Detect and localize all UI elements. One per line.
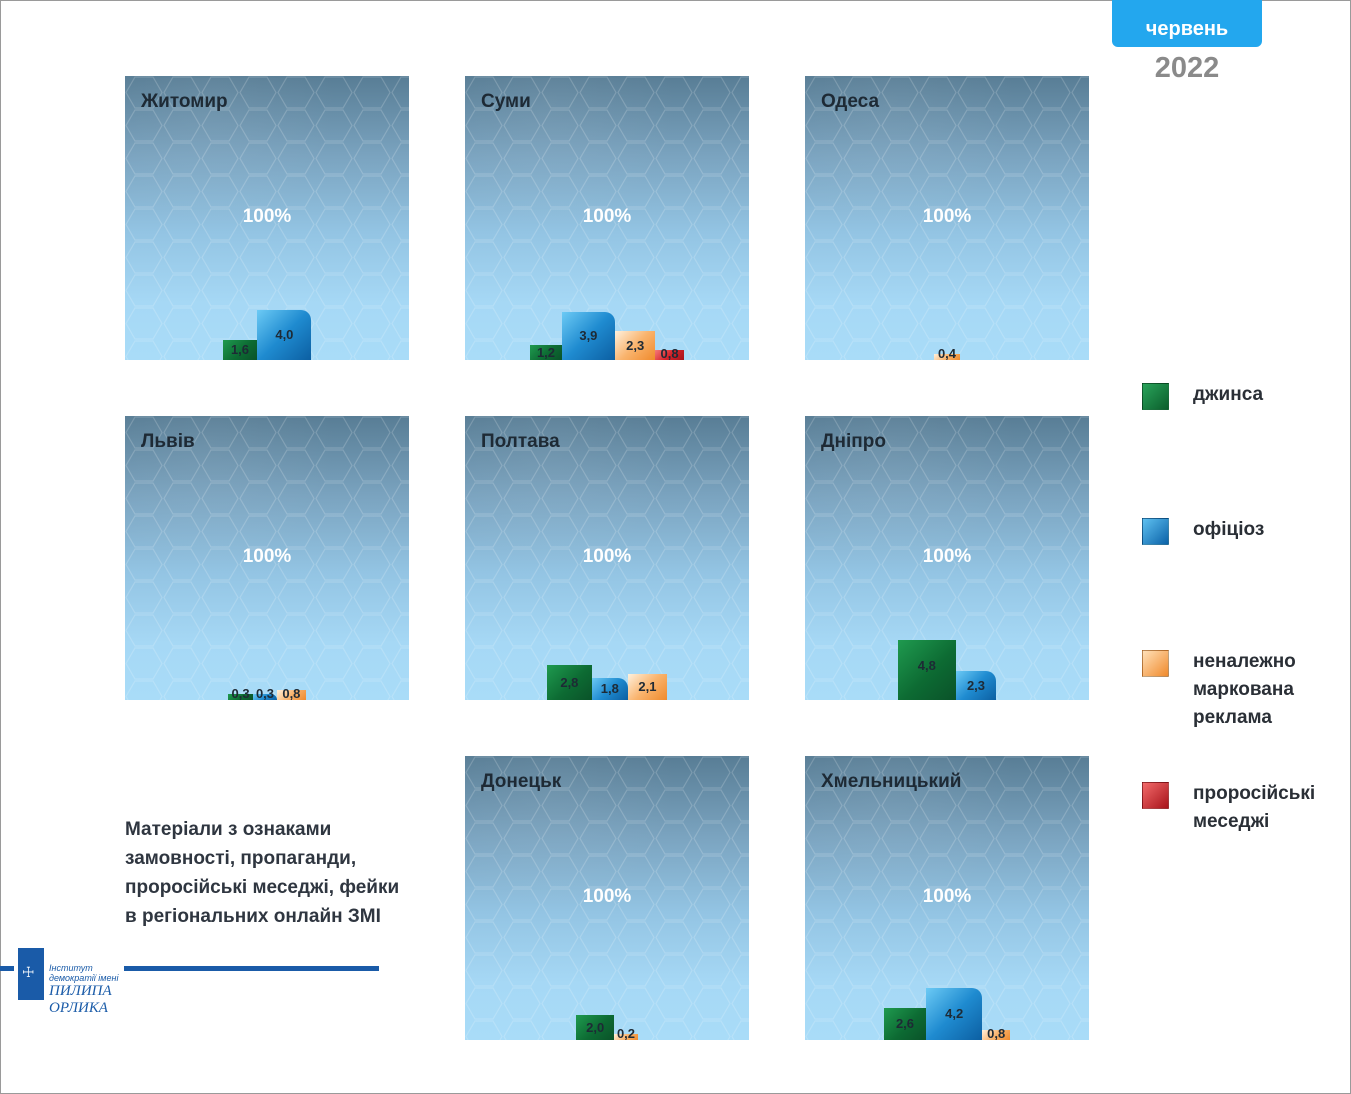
bar (252, 694, 278, 700)
bar-value-label: 1,2 (536, 344, 556, 360)
bar-value-label: 2,8 (560, 674, 579, 690)
bar-value-label: 0,2 (616, 1026, 636, 1040)
bar (982, 1030, 1011, 1040)
bar-value-label: 2,0 (586, 1019, 605, 1035)
bar (614, 1034, 638, 1040)
bar (591, 677, 628, 700)
panel-total-label: 100% (922, 886, 972, 907)
panel-city-title: Хмельницький (821, 771, 962, 792)
bar (257, 310, 312, 360)
bar-value-label: 4,2 (945, 1005, 964, 1021)
legend-swatch (1142, 518, 1169, 545)
chart-panel: Дніпро 100% 4,8 2,3 (805, 416, 1089, 700)
hex-pattern (465, 416, 749, 700)
bar-value-label: 0,4 (937, 346, 957, 360)
chart-panel: Донецьк 100% 2,0 0,2 (465, 756, 749, 1040)
chart-panel: Житомир 100% 1,6 4,0 (125, 76, 409, 360)
logo-text-line1: Інститут демократії імені (49, 963, 119, 983)
bar (628, 673, 667, 700)
logo-mark-icon: ☩ (18, 948, 44, 1000)
chart-panel: Хмельницький 100% 2,6 4,2 0,8 (805, 756, 1089, 1040)
caption-text: Матеріали з ознаками замовності, пропага… (125, 819, 400, 927)
panel-total-label: 100% (242, 546, 292, 567)
bar (547, 665, 592, 700)
bar-value-label: 2,3 (966, 677, 986, 693)
bar-value-label: 3,9 (579, 327, 598, 343)
institute-logo: ☩ Інститут демократії імені ПИЛИПА ОРЛИК… (14, 946, 124, 1016)
panel-total-label: 100% (922, 546, 972, 567)
bar-value-label: 0,8 (987, 1026, 1006, 1040)
bar (615, 331, 656, 360)
bar (222, 340, 258, 360)
bar (530, 345, 562, 360)
chart-panel: Львів 100% 0,3 0,3 0,8 (125, 416, 409, 700)
hex-pattern (805, 76, 1089, 360)
panel-total-label: 100% (582, 546, 632, 567)
hex-pattern (125, 416, 409, 700)
bar (576, 1015, 615, 1040)
panel-total-label: 100% (582, 206, 632, 227)
panel-city-title: Одеса (821, 91, 880, 112)
bar (883, 1007, 927, 1040)
panel-city-title: Львів (141, 431, 195, 452)
logo-text-line2: ПИЛИПА ОРЛИКА (49, 983, 112, 1016)
legend-label: проросійські меседжі (1193, 783, 1316, 832)
bar-value-label: 2,1 (638, 678, 657, 694)
bar (228, 694, 253, 700)
bar (277, 690, 306, 700)
bar-value-label: 4,8 (917, 658, 936, 674)
caption-underline (0, 966, 379, 971)
bar (655, 350, 684, 360)
panel-city-title: Житомир (141, 91, 228, 112)
bar-value-label: 2,3 (626, 337, 645, 353)
panel-total-label: 100% (242, 206, 292, 227)
legend-swatch (1142, 383, 1169, 410)
panel-city-title: Дніпро (821, 431, 886, 452)
month-tab: червень (1112, 0, 1262, 47)
chart-panel: Суми 100% 1,2 3,9 2,3 0,8 (465, 76, 749, 360)
legend-swatch (1142, 782, 1169, 809)
bar (561, 311, 615, 360)
chart-panel: Полтава 100% 2,8 1,8 2,1 (465, 416, 749, 700)
bar-value-label: 1,8 (600, 680, 619, 696)
bar-value-label: 2,6 (895, 1015, 915, 1031)
bar-value-label: 0,3 (231, 686, 250, 700)
bar (934, 354, 960, 360)
legend-swatch (1142, 650, 1169, 677)
year-label: 2022 (1154, 52, 1220, 84)
panel-total-label: 100% (582, 886, 632, 907)
panel-city-title: Полтава (481, 431, 560, 452)
panel-city-title: Донецьк (481, 771, 562, 792)
bar-value-label: 0,3 (255, 686, 275, 700)
bar-value-label: 0,8 (660, 346, 679, 360)
hex-pattern (465, 756, 749, 1040)
bar (926, 987, 982, 1040)
legend-label: офіціоз (1193, 519, 1265, 540)
panel-city-title: Суми (481, 91, 531, 112)
bar-value-label: 4,0 (275, 327, 294, 343)
bar-value-label: 1,6 (230, 342, 250, 358)
chart-panel: Одеса 100% 0,4 (805, 76, 1089, 360)
legend-label: неналежно маркована реклама (1193, 651, 1296, 728)
bar-value-label: 0,8 (282, 686, 301, 700)
panel-total-label: 100% (922, 206, 972, 227)
bar (897, 640, 956, 700)
bar (955, 671, 997, 700)
legend-label: джинса (1193, 384, 1264, 405)
